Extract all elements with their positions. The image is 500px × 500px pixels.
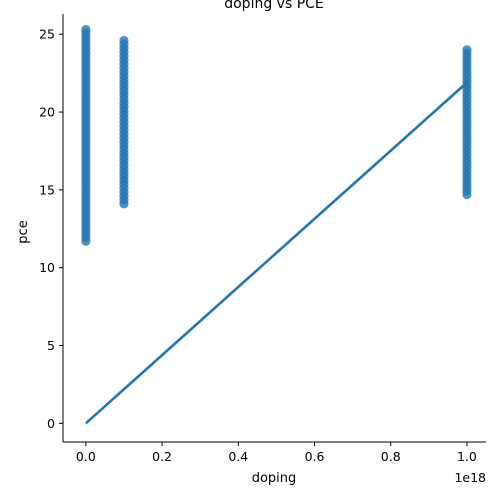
y-tick-label: 0 (47, 416, 55, 431)
plot-area (81, 24, 472, 425)
x-offset-label: 1e18 (454, 470, 486, 485)
data-point (462, 45, 472, 55)
x-tick-label: 0.0 (76, 449, 96, 464)
y-tick-label: 20 (39, 105, 55, 120)
x-ticks: 0.0 0.2 0.4 0.6 0.8 1.0 (76, 442, 477, 464)
y-tick-label: 15 (39, 182, 55, 197)
x-tick-label: 0.6 (305, 449, 325, 464)
x-tick-label: 0.4 (228, 449, 248, 464)
regression-line (84, 81, 468, 425)
data-point (81, 24, 91, 35)
axes (62, 14, 486, 443)
y-ticks: 0 5 10 15 20 25 (39, 27, 63, 431)
x-tick-label: 1.0 (457, 449, 477, 464)
chart-title: doping vs PCE (224, 0, 324, 12)
y-tick-label: 10 (39, 260, 55, 275)
x-axis-label: doping (252, 471, 297, 486)
y-axis-label: pce (16, 220, 31, 243)
y-tick-label: 25 (39, 27, 55, 42)
x-tick-label: 0.2 (152, 449, 172, 464)
y-tick-label: 5 (47, 338, 55, 353)
x-tick-label: 0.8 (381, 449, 401, 464)
data-point (119, 35, 129, 46)
